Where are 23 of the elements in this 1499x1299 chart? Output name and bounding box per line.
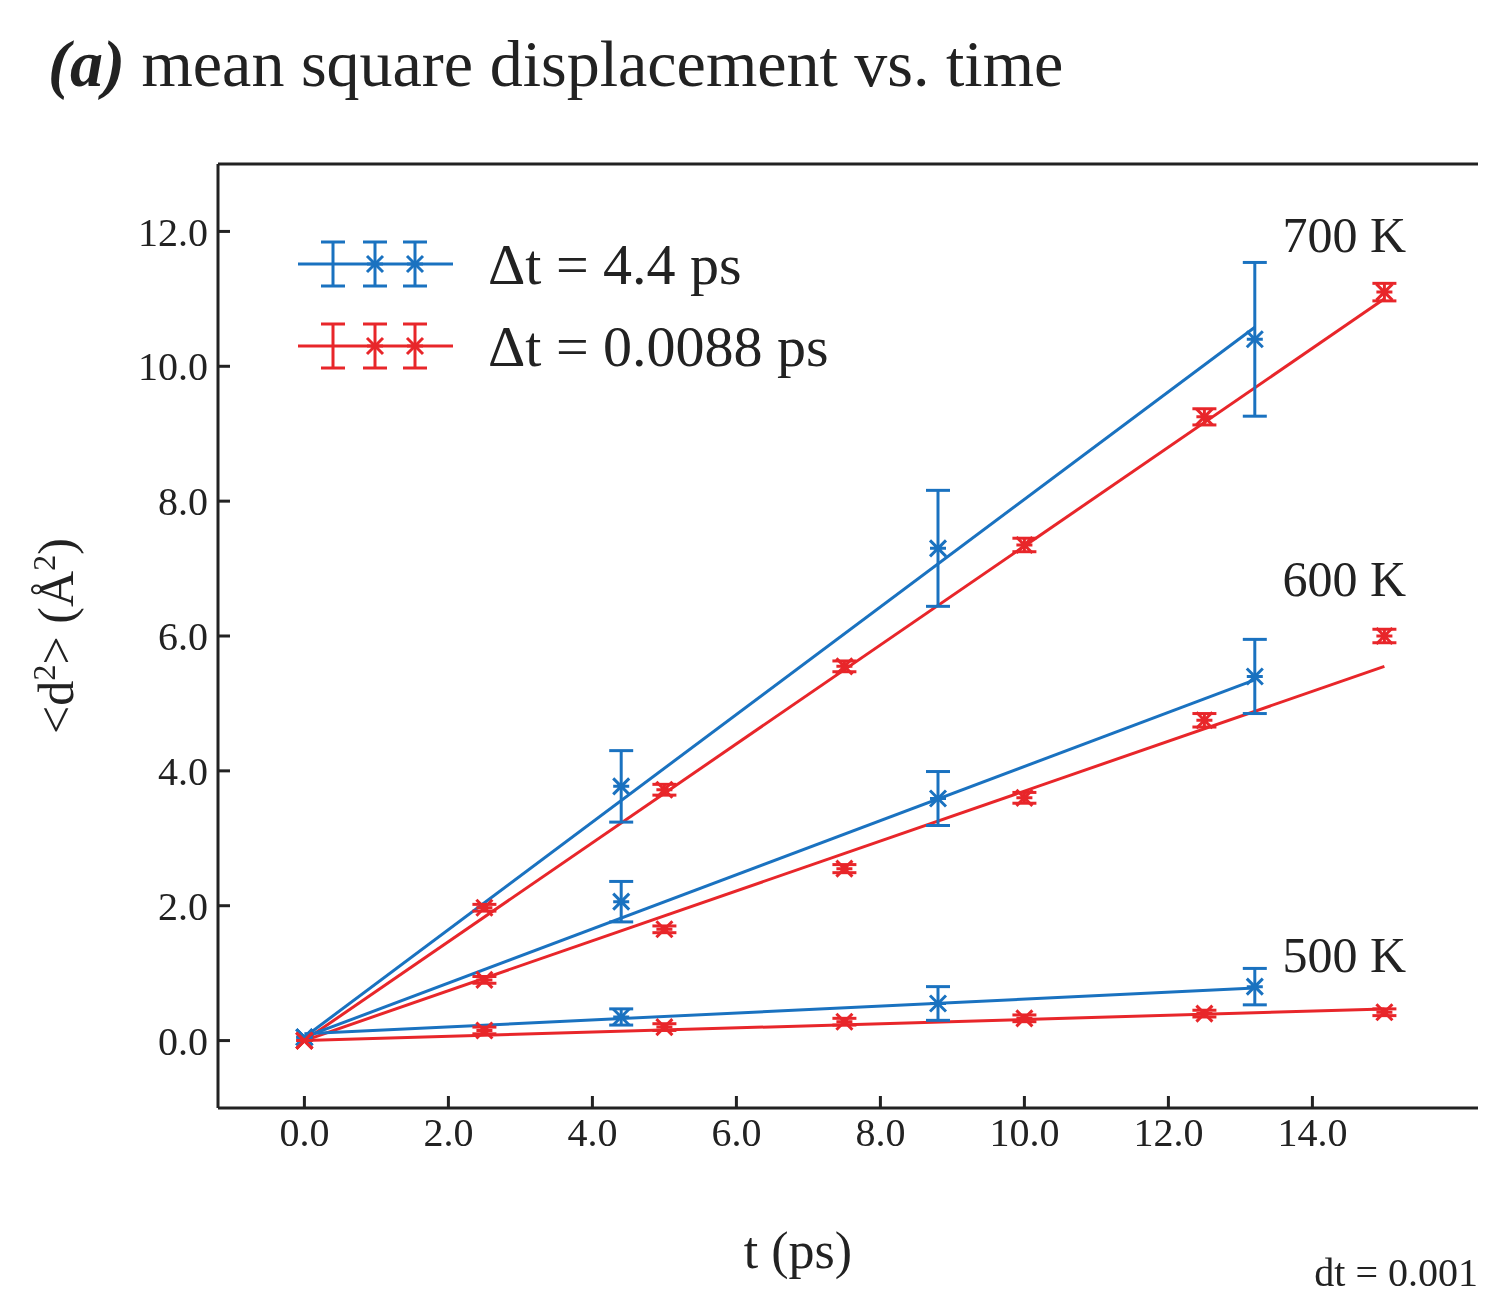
- annotation: 700 K: [1282, 207, 1407, 264]
- annotation: 600 K: [1282, 551, 1407, 607]
- x-tick-label: 6.0: [711, 1110, 762, 1156]
- y-tick-label: 12.0: [138, 209, 208, 255]
- x-tick-label: 10.0: [989, 1110, 1060, 1156]
- y-tick-label: 8.0: [158, 479, 208, 525]
- x-tick-label: 4.0: [567, 1110, 618, 1156]
- x-axis-title: t (ps): [743, 1222, 853, 1280]
- y-tick-label: 10.0: [138, 344, 208, 390]
- annotation: 500 K: [1282, 927, 1407, 984]
- legend-label: Δt = 0.0088 ps: [488, 312, 829, 380]
- x-tick-label: 12.0: [1133, 1110, 1204, 1156]
- x-tick-label: 14.0: [1277, 1110, 1348, 1156]
- x-tick-label: 8.0: [855, 1110, 906, 1156]
- chart-title: (a) mean square displacement vs. time: [48, 26, 1064, 102]
- y-tick-label: 6.0: [158, 614, 208, 660]
- x-tick-label: 0.0: [279, 1110, 330, 1156]
- y-tick-label: 2.0: [158, 883, 208, 929]
- y-tick-label: 0.0: [158, 1018, 208, 1064]
- x-tick-label: 2.0: [423, 1110, 474, 1156]
- text: dt = 0.001: [1314, 1249, 1478, 1296]
- y-tick-label: 4.0: [158, 749, 208, 795]
- legend-label: Δt = 4.4 ps: [488, 230, 742, 298]
